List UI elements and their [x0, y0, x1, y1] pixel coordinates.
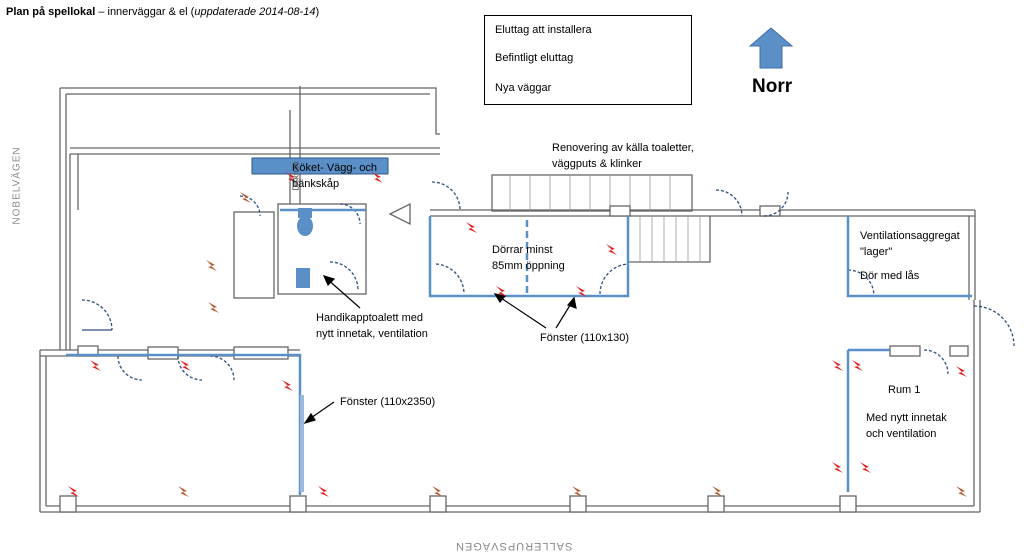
install-outlet-icon: [860, 462, 871, 473]
toilet-label: Handikapptoalett med nytt innetak, venti…: [316, 312, 428, 340]
existing-outlet-icon: [712, 486, 723, 497]
install-outlet-icon: [68, 486, 79, 497]
plan-title: Plan på spellokal – innerväggar & el (up…: [6, 6, 319, 18]
install-outlet-icon: [852, 360, 863, 371]
install-outlet-icon: [956, 366, 967, 377]
install-outlet-icon: [286, 172, 297, 183]
diskrum-label: Diskrum: [291, 161, 301, 191]
existing-outlet-icon: [240, 192, 251, 203]
renovation-label: Renovering av källa toaletter, väggputs …: [552, 142, 694, 170]
window-110x130-label: Fönster (110x130): [540, 332, 630, 344]
legend-install-label: Eluttag att installera: [495, 24, 592, 36]
existing-outlet-icon: [432, 486, 443, 497]
outlets-install: [68, 172, 967, 497]
install-outlet-icon: [372, 172, 383, 183]
install-outlet-icon: [606, 244, 617, 255]
annotation-arrows: [303, 275, 577, 425]
existing-outlet-icon: [206, 260, 217, 271]
install-outlet-icon: [90, 360, 101, 371]
ventilation-label: Ventilationsaggregat "lager": [860, 230, 960, 258]
kitchen-cabinet-block: [251, 157, 389, 175]
legend-existing-label: Befintligt eluttag: [495, 52, 574, 64]
install-outlet-icon: [180, 360, 191, 371]
install-outlet-icon: [466, 222, 477, 233]
title-rest: – innerväggar & el (: [95, 6, 195, 18]
existing-walls: [39, 86, 1015, 513]
new-walls: [66, 208, 972, 495]
street-south-label: SALLERUPSVÄGEN: [455, 540, 573, 552]
title-bold: Plan på spellokal: [6, 6, 96, 18]
legend-walls-label: Nya väggar: [495, 82, 552, 94]
outlets-existing: [178, 192, 967, 497]
install-outlet-icon: [496, 286, 507, 297]
north-label: Norr: [752, 76, 793, 97]
lock-door-label: Dör med lås: [860, 270, 920, 282]
toilet-fixtures: [296, 208, 313, 288]
title-close: ): [315, 6, 320, 18]
install-outlet-icon: [832, 462, 843, 473]
install-outlet-icon: [832, 360, 843, 371]
existing-outlet-icon: [208, 302, 219, 313]
doors-label: Dörrar minst 85mm öppning: [492, 244, 565, 272]
window-110x2350-label: Fönster (110x2350): [340, 396, 436, 408]
existing-outlet-icon: [572, 486, 583, 497]
existing-outlet-icon: [178, 486, 189, 497]
install-outlet-icon: [576, 286, 587, 297]
north-arrow-icon: [748, 27, 794, 69]
install-outlet-icon: [318, 486, 329, 497]
room1-label: Rum 1: [888, 384, 921, 396]
ceiling-label: Med nytt innetak och ventilation: [866, 412, 947, 440]
legend-box: Eluttag att installera Befintligt elutta…: [484, 15, 692, 105]
kitchen-label: Köket- Vägg- och bänkskåp: [292, 162, 377, 190]
street-west-label: NOBELVÄGEN: [11, 146, 23, 225]
install-outlet-icon: [282, 380, 293, 391]
existing-outlet-icon: [956, 486, 967, 497]
title-date: uppdaterade 2014-08-14: [194, 6, 316, 18]
